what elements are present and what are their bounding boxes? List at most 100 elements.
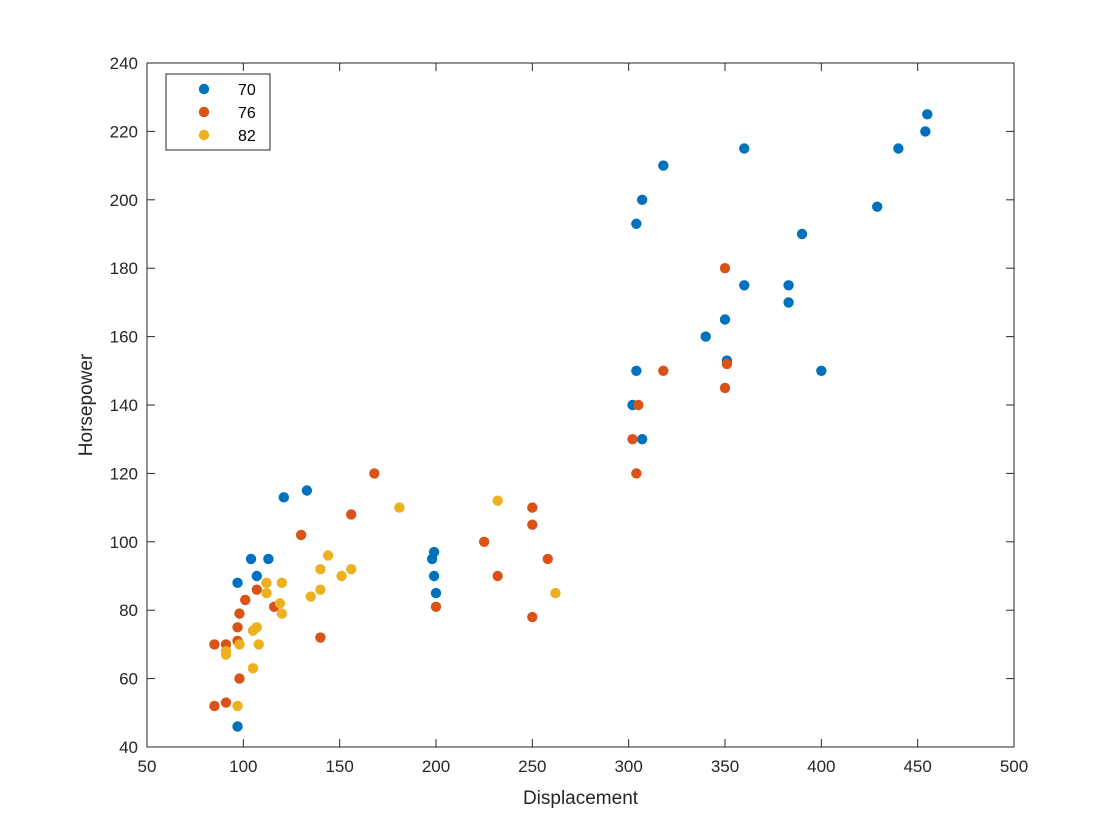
scatter-point-70 [428, 546, 440, 558]
legend-marker-76 [198, 106, 210, 118]
scatter-point-76 [346, 509, 357, 520]
scatter-point-76 [234, 673, 245, 684]
scatter-point-82 [336, 570, 347, 582]
scatter-point-70 [232, 577, 243, 589]
x-tick-label: 200 [422, 757, 450, 776]
x-tick-label: 250 [518, 757, 546, 776]
scatter-point-70 [816, 365, 827, 376]
legend-marker-70 [198, 83, 210, 95]
scatter-point-82 [305, 591, 316, 602]
scatter-point-70 [719, 314, 731, 325]
scatter-point-82 [276, 608, 288, 619]
scatter-point-76 [232, 622, 243, 633]
axis-ticks: 50 100 150 200 250 300 350 400 450 500 40 60 80 100 12… [110, 54, 1029, 776]
scatter-point-82 [234, 639, 245, 650]
y-tick-label: 60 [119, 670, 138, 689]
scatter-point-70 [922, 109, 933, 120]
scatter-point-82 [247, 663, 259, 674]
scatter-point-70 [631, 218, 642, 229]
scatter-point-76 [478, 536, 490, 547]
scatter-point-70 [631, 365, 642, 376]
y-tick-label: 160 [110, 328, 138, 347]
x-tick-label: 500 [1000, 757, 1028, 776]
scatter-point-76 [633, 399, 644, 411]
scatter-point-82 [220, 646, 232, 657]
x-tick-label: 400 [807, 757, 835, 776]
scatter-point-82 [315, 563, 326, 575]
scatter-point-70 [278, 492, 289, 503]
scatter-point-76 [492, 570, 503, 582]
legend-marker-82 [198, 129, 210, 141]
scatter-point-82 [315, 584, 326, 595]
scatter-point-70 [232, 721, 243, 732]
scatter-point-76 [234, 608, 245, 619]
scatter-point-76 [527, 519, 538, 530]
scatter-point-76 [631, 468, 642, 479]
scatter-point-70 [920, 126, 931, 137]
scatter-point-70 [872, 201, 883, 212]
scatter-point-76 [315, 632, 326, 643]
scatter-point-82 [394, 502, 405, 513]
scatter-point-76 [209, 639, 220, 650]
legend: 70 76 82 [165, 73, 271, 151]
legend-label-76: 76 [238, 105, 256, 122]
scatter-point-76 [627, 434, 638, 445]
x-tick-label: 450 [903, 757, 931, 776]
scatter-point-76 [251, 584, 263, 595]
scatter-point-82 [261, 577, 272, 589]
scatter-point-76 [209, 700, 220, 712]
scatter-point-70 [428, 570, 440, 582]
x-tick-label: 100 [229, 757, 257, 776]
scatter-point-76 [430, 601, 442, 612]
scatter-point-82 [251, 622, 263, 633]
scatter-point-76 [719, 382, 731, 394]
scatter-point-70 [739, 143, 750, 154]
x-tick-label: 300 [614, 757, 642, 776]
scatter-point-76 [721, 358, 733, 370]
points-layer [209, 109, 933, 732]
x-tick-label: 350 [711, 757, 739, 776]
legend-label-82: 82 [238, 128, 256, 145]
y-tick-label: 40 [119, 738, 138, 757]
scatter-point-82 [253, 639, 264, 650]
scatter-point-82 [232, 700, 243, 712]
scatter-point-70 [245, 553, 257, 565]
scatter-point-76 [527, 502, 538, 513]
scatter-point-76 [220, 697, 232, 708]
scatter-point-70 [783, 280, 794, 291]
x-tick-label: 50 [138, 757, 157, 776]
y-tick-label: 100 [110, 533, 138, 552]
y-tick-label: 180 [110, 259, 138, 278]
scatter-point-70 [636, 434, 648, 445]
scatter-point-70 [796, 228, 808, 240]
scatter-point-82 [276, 577, 288, 589]
scatter-point-82 [492, 495, 503, 506]
y-tick-label: 200 [110, 191, 138, 210]
x-tick-label: 150 [325, 757, 353, 776]
scatter-point-76 [295, 529, 307, 541]
scatter-point-76 [542, 553, 553, 565]
scatter-point-70 [251, 570, 263, 582]
y-tick-label: 120 [110, 464, 138, 483]
scatter-point-76 [658, 365, 669, 376]
scatter-point-82 [346, 563, 357, 575]
scatter-point-70 [783, 297, 794, 308]
scatter-point-76 [369, 468, 380, 479]
y-tick-label: 140 [110, 396, 138, 415]
scatter-point-82 [322, 550, 334, 561]
y-tick-label: 220 [110, 122, 138, 141]
scatter-point-70 [739, 280, 750, 291]
scatter-point-76 [527, 611, 538, 623]
scatter-point-70 [636, 194, 648, 205]
y-axis-title: Horsepower [76, 353, 97, 456]
scatter-point-76 [240, 594, 251, 606]
x-axis-title: Displacement [523, 788, 639, 809]
legend-label-70: 70 [238, 82, 256, 99]
scatter-point-70 [700, 331, 711, 342]
scatter-point-82 [261, 587, 272, 599]
scatter-point-76 [719, 263, 731, 274]
y-tick-label: 80 [119, 601, 138, 620]
scatter-point-82 [274, 598, 286, 609]
